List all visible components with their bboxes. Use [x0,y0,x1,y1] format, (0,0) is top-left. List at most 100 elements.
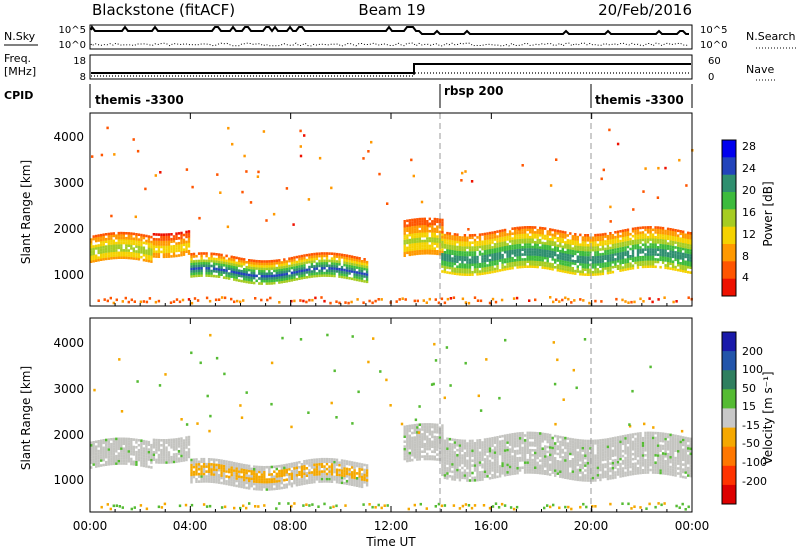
velocity-cell [493,468,497,472]
velocity-cell [175,438,178,441]
power-cell [594,270,597,274]
velocity-cell [127,440,130,443]
velocity-cell [202,467,206,471]
velocity-cell [473,461,477,465]
power-cell [187,249,191,253]
power-cell [554,241,557,244]
power-cell [240,257,243,261]
power-cell [97,258,100,262]
power-cell [293,276,296,279]
power-cell [423,249,426,253]
velocity-cell [458,446,462,450]
velocity-cell [418,433,421,436]
velocity-cell [518,434,522,438]
power-cell [689,266,692,269]
power-cell [488,271,492,274]
power-cell [426,222,429,226]
power-cell [441,265,444,268]
velocity-cell [202,465,206,468]
power-cell [641,231,645,234]
velocity-cell [463,471,467,475]
power-cell [195,262,198,265]
velocity-cell [160,448,163,452]
power-cell [599,265,602,268]
power-cell [120,246,123,250]
velocity-cell [531,466,534,469]
power-cell [689,249,692,252]
power-colorbar-swatch-1 [722,157,736,176]
velocity-cell [536,451,539,455]
velocity-cell [318,477,321,481]
power-cell [671,231,675,234]
power-cell [137,257,141,261]
velocity-cell [325,462,329,466]
velocity-cell [217,459,221,462]
velocity-cell [228,483,231,486]
velocity-cell [516,449,519,453]
velocity-cell [551,468,554,472]
power-cell [217,253,221,256]
velocity-cell [122,447,125,450]
power-cell [240,260,243,263]
power-cell [629,237,632,241]
power-cell [631,230,635,233]
power-cell [574,235,577,238]
power-cell [142,300,146,303]
power-cell [576,240,579,244]
power-cell [363,267,366,271]
power-cell [529,245,532,249]
power-cell [461,253,464,257]
power-cell [256,175,260,178]
power-cell [318,264,321,268]
velocity-cell [192,475,196,479]
power-cell [513,261,517,265]
power-cell [523,243,527,246]
power-cell [310,270,314,273]
power-cell [488,258,492,262]
velocity-cell [574,453,577,456]
power-cell [534,265,537,269]
power-cell [446,241,449,245]
velocity-cell [556,452,559,456]
power-cell [458,273,462,276]
power-cell [486,249,489,253]
power-cell [268,262,271,266]
velocity-cell [240,465,243,469]
velocity-cell [132,460,135,464]
power-cell [278,261,281,265]
velocity-cell [426,445,429,448]
velocity-cell [408,437,411,440]
velocity-cell [157,456,161,459]
power-cell [604,235,607,238]
power-cell [589,251,592,254]
power-cell [222,259,226,262]
velocity-cell [529,468,532,472]
velocity-cell [313,478,316,481]
power-cell [556,246,559,250]
power-cell [674,229,677,232]
velocity-cell [233,484,236,487]
velocity-cell [308,481,311,484]
power-cell [594,268,597,271]
power-cell [644,245,647,249]
power-cell [353,263,356,266]
velocity-cell [403,450,406,453]
velocity-cell [536,441,539,445]
power-cell [431,222,434,226]
power-cell [230,263,233,266]
power-cell [586,263,590,267]
velocity-cell [197,475,201,478]
power-cell [275,271,278,275]
velocity-cell [280,486,283,490]
velocity-cell [501,467,504,470]
power-cell [217,270,221,274]
power-cell [503,258,507,261]
power-colorbar [721,139,737,297]
power-cell [443,233,447,237]
power-cell [182,243,186,247]
velocity-cell [561,461,564,464]
velocity-cell [544,450,547,453]
power-cell [496,230,499,233]
velocity-cell [546,433,549,436]
power-cell [561,250,564,253]
